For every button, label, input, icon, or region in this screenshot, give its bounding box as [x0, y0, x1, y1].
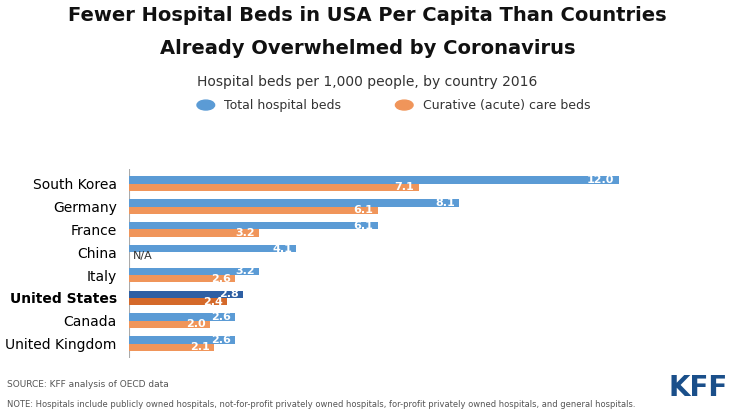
Text: 2.4: 2.4	[203, 297, 223, 307]
Bar	[129, 268, 259, 275]
Text: 12.0: 12.0	[587, 175, 614, 185]
Text: 6.1: 6.1	[354, 205, 373, 215]
Text: Already Overwhelmed by Coronavirus: Already Overwhelmed by Coronavirus	[159, 39, 576, 58]
Bar	[129, 184, 418, 191]
Text: 3.2: 3.2	[236, 228, 255, 238]
Text: 2.8: 2.8	[219, 289, 239, 299]
Bar	[129, 245, 296, 252]
Text: 2.6: 2.6	[211, 335, 231, 345]
Bar	[129, 206, 378, 214]
Bar	[129, 222, 378, 229]
Text: Hospital beds per 1,000 people, by country 2016: Hospital beds per 1,000 people, by count…	[197, 75, 538, 89]
Text: 2.1: 2.1	[190, 342, 210, 352]
Text: 8.1: 8.1	[436, 198, 455, 208]
Bar	[129, 344, 215, 351]
Bar	[129, 298, 226, 305]
Bar	[129, 199, 459, 206]
Text: 2.6: 2.6	[211, 274, 231, 284]
Bar	[129, 336, 234, 344]
Bar	[129, 321, 210, 328]
Text: Fewer Hospital Beds in USA Per Capita Than Countries: Fewer Hospital Beds in USA Per Capita Th…	[68, 6, 667, 25]
Text: KFF: KFF	[668, 374, 728, 402]
Text: 2.6: 2.6	[211, 312, 231, 322]
Bar	[129, 290, 243, 298]
Bar	[129, 176, 619, 184]
Text: Curative (acute) care beds: Curative (acute) care beds	[423, 98, 590, 112]
Text: Total hospital beds: Total hospital beds	[224, 98, 341, 112]
Text: 7.1: 7.1	[395, 183, 415, 192]
Bar	[129, 229, 259, 237]
Text: SOURCE: KFF analysis of OECD data: SOURCE: KFF analysis of OECD data	[7, 380, 169, 389]
Text: NOTE: Hospitals include publicly owned hospitals, not-for-profit privately owned: NOTE: Hospitals include publicly owned h…	[7, 400, 636, 409]
Text: 3.2: 3.2	[236, 267, 255, 276]
Text: N/A: N/A	[133, 251, 152, 261]
Bar	[129, 314, 234, 321]
Bar	[129, 275, 234, 282]
Text: 4.1: 4.1	[272, 243, 292, 254]
Text: 6.1: 6.1	[354, 221, 373, 231]
Text: 2.0: 2.0	[187, 319, 207, 330]
